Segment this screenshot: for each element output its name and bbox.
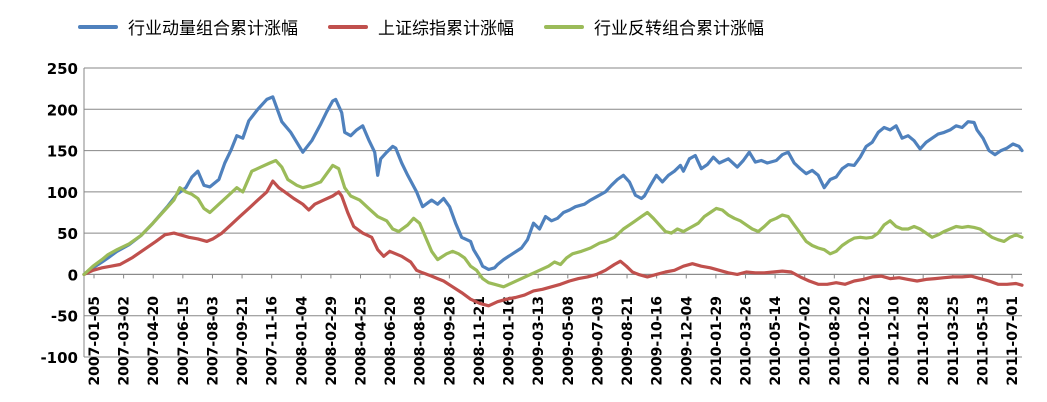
x-tick-label: 2011-01-28 (916, 296, 932, 386)
x-tick-label: 2008-04-25 (354, 296, 370, 386)
x-tick-label: 2007-01-05 (87, 296, 103, 386)
x-tick-label: 2008-11-21 (472, 296, 488, 386)
legend-item-momentum: 行业动量组合累计涨幅 (78, 14, 298, 39)
series-line-2 (82, 158, 1024, 289)
x-tick-label: 2009-01-16 (502, 296, 518, 386)
chart-legend: 行业动量组合累计涨幅 上证综指累计涨幅 行业反转组合累计涨幅 (78, 14, 764, 39)
y-tick-label: -50 (51, 308, 78, 326)
y-tick-label: 250 (47, 60, 78, 78)
y-tick-label: -100 (40, 349, 78, 367)
x-tick-label: 2010-05-14 (768, 296, 784, 386)
y-tick-label: 100 (47, 184, 78, 202)
legend-label-reversal: 行业反转组合累计涨幅 (594, 19, 764, 39)
legend-swatch-reversal (544, 24, 584, 29)
x-tick-label: 2007-08-03 (205, 296, 221, 386)
x-tick-label: 2010-01-29 (709, 296, 725, 386)
legend-swatch-sse (328, 24, 368, 29)
x-tick-label: 2008-02-29 (324, 296, 340, 386)
x-tick-label: 2007-11-16 (265, 296, 281, 386)
x-tick-label: 2007-04-20 (146, 296, 162, 386)
x-tick-label: 2007-06-15 (176, 296, 192, 386)
legend-label-momentum: 行业动量组合累计涨幅 (128, 19, 298, 39)
legend-item-reversal: 行业反转组合累计涨幅 (544, 14, 764, 39)
x-tick-label: 2008-09-26 (442, 296, 458, 386)
x-tick-label: 2008-06-20 (383, 296, 399, 386)
x-tick-label: 2009-12-04 (679, 296, 695, 386)
series-line-0 (82, 95, 1024, 276)
legend-item-sse: 上证综指累计涨幅 (328, 14, 514, 39)
x-tick-label: 2009-08-21 (620, 296, 636, 386)
x-tick-label: 2008-08-08 (413, 296, 429, 386)
x-tick-label: 2010-03-26 (738, 296, 754, 386)
series-line-1 (82, 179, 1024, 308)
x-tick-label: 2007-03-02 (117, 296, 133, 386)
x-tick-label: 2010-07-02 (798, 296, 814, 386)
y-tick-label: 0 (68, 266, 78, 284)
x-tick-label: 2011-03-25 (946, 296, 962, 386)
x-tick-label: 2009-10-16 (650, 296, 666, 386)
x-tick-label: 2008-01-04 (294, 296, 310, 386)
x-tick-label: 2009-03-13 (531, 296, 547, 386)
x-tick-label: 2009-05-08 (561, 296, 577, 386)
y-tick-label: 200 (47, 101, 78, 119)
x-tick-label: 2011-05-13 (975, 296, 991, 386)
x-tick-label: 2009-07-03 (590, 296, 606, 386)
x-tick-label: 2011-07-01 (1005, 296, 1021, 386)
legend-label-sse: 上证综指累计涨幅 (378, 19, 514, 39)
y-tick-label: 50 (57, 225, 78, 243)
legend-swatch-momentum (78, 24, 118, 29)
x-tick-label: 2010-08-20 (827, 296, 843, 386)
x-tick-label: 2007-09-21 (235, 296, 251, 386)
y-tick-label: 150 (47, 143, 78, 161)
x-tick-label: 2010-10-22 (857, 296, 873, 386)
x-tick-label: 2010-12-10 (887, 296, 903, 386)
